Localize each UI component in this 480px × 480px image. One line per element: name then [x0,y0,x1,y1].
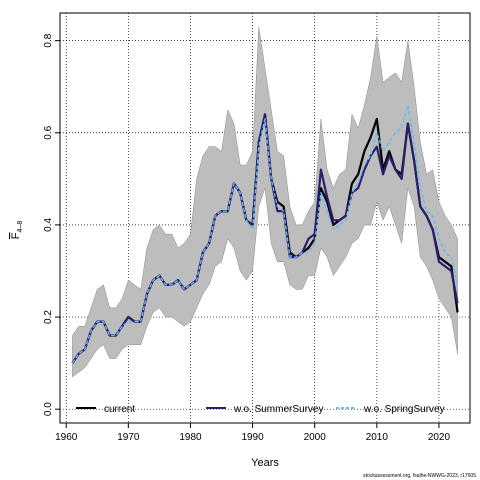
series-lines [71,104,459,364]
legend: current w.o. SummerSurvey w.o. SpringSurve… [76,404,445,415]
y-tick-label-group-4: 0.8 [43,33,54,47]
y-axis-title: F4–8 [10,221,24,240]
legend-label-0: current [104,404,135,415]
x-tick-label-1970: 1970 [117,432,140,443]
legend-label-1: w.o. SummerSurvey [233,404,323,415]
x-axis-title: Years [251,457,279,469]
y-tick-label-group-3: 0.6 [43,125,54,139]
x-tick-label-1980: 1980 [179,432,202,443]
y-tick-label-group-0: 0.0 [43,402,54,416]
x-tick-label-1960: 1960 [55,432,78,443]
y-tick-label-3: 0.6 [43,125,54,139]
svg-text:F4–8: F4–8 [10,221,24,240]
y-axis-title-sub: 4–8 [17,221,24,233]
x-tick-label-2020: 2020 [428,432,451,443]
plot-frame [59,12,471,424]
y-tick-label-group-2: 0.4 [43,218,54,232]
y-tick-label-2: 0.4 [43,218,54,232]
y-tick-label-group-1: 0.2 [43,310,54,324]
y-axis: 0.0 0.2 0.4 0.6 0.8 [43,33,60,416]
x-tick-label-2000: 2000 [304,432,327,443]
y-axis-title-main: F [10,232,22,239]
credit-text: stockassessment.org, fsalhe-NWWG-2023, r… [363,473,476,479]
y-tick-label-1: 0.2 [43,310,54,324]
y-tick-label-0: 0.0 [43,402,54,416]
x-axis: 1960 1970 1980 1990 2000 2010 2020 [55,423,450,443]
confidence-band [72,26,458,378]
x-tick-label-2010: 2010 [366,432,389,443]
x-tick-label-1990: 1990 [241,432,264,443]
series-line-2 [71,104,459,364]
confidence-band-area [72,26,458,378]
y-tick-label-4: 0.8 [43,33,54,47]
legend-label-2: w.o. SpringSurvey [363,404,445,415]
